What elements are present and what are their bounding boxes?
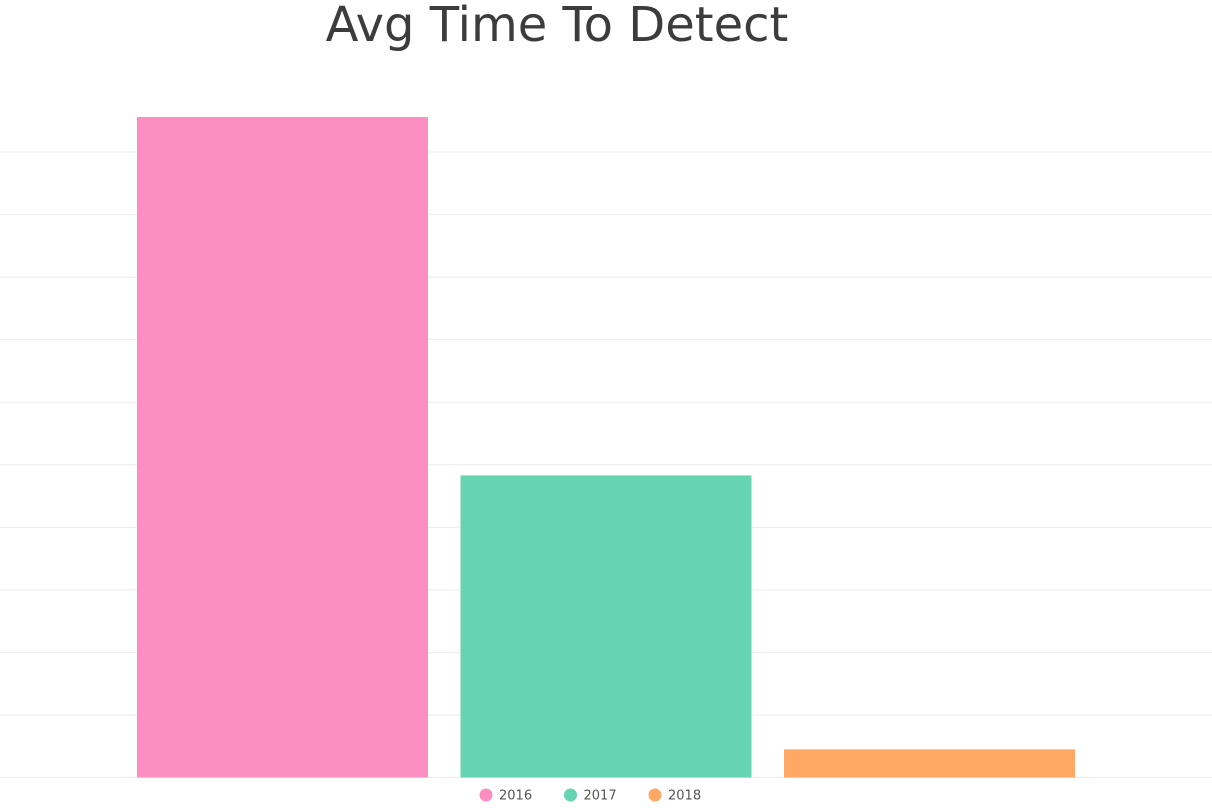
legend-swatch — [564, 788, 577, 802]
legend-swatch — [479, 788, 493, 802]
legend-swatch — [648, 788, 662, 802]
chart-title: Avg Time To Detect — [326, 0, 789, 53]
legend-label: 2018 — [668, 789, 701, 804]
bar — [460, 475, 752, 778]
legend-label: 2017 — [584, 789, 617, 804]
legend-label: 2016 — [499, 789, 532, 804]
bar — [784, 749, 1075, 778]
bar — [137, 117, 428, 778]
